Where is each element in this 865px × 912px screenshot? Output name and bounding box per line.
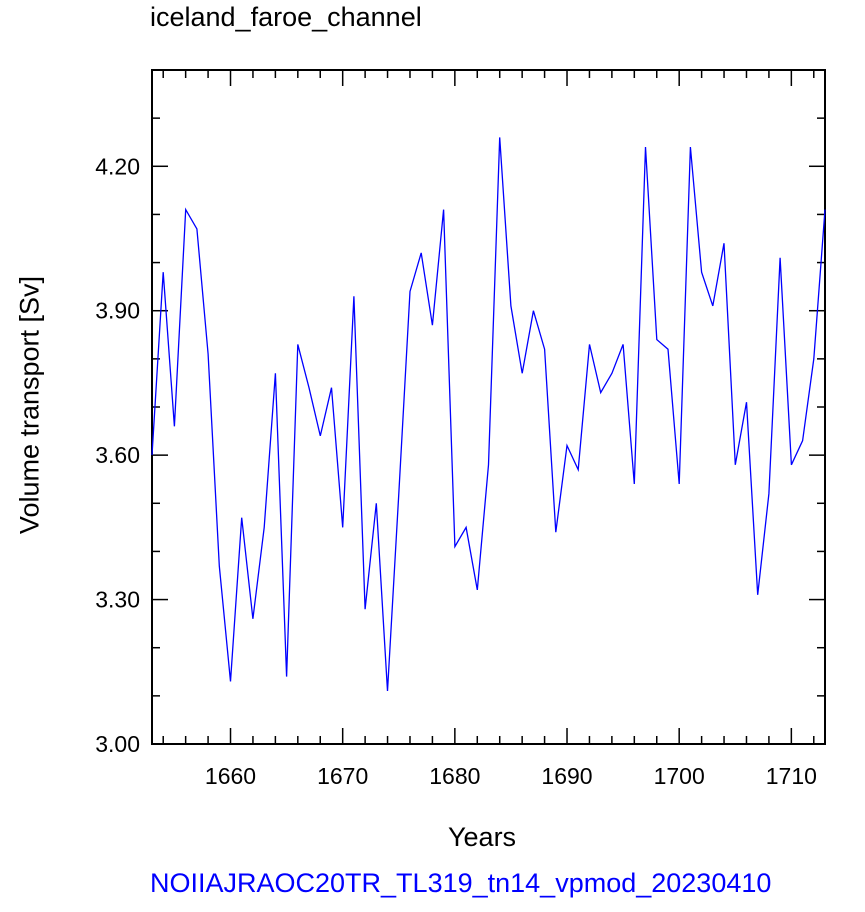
series-line <box>151 137 826 692</box>
y-tick-label: 3.30 <box>95 587 140 613</box>
y-axis-label: Volume transport [Sv] <box>14 275 45 535</box>
x-tick-label: 1700 <box>654 763 705 789</box>
x-axis-label: Years <box>448 822 517 852</box>
plot-frame <box>151 69 826 745</box>
chart-title: iceland_faroe_channel <box>150 2 422 32</box>
model-caption: NOIIAJRAOC20TR_TL319_tn14_vpmod_20230410 <box>150 868 772 898</box>
tick-labels: 1660 1670 1680 1690 1700 1710 3.00 3.30 3.60 3.90… <box>95 153 817 789</box>
y-tick-label: 3.00 <box>95 731 140 757</box>
y-tick-label: 4.20 <box>95 153 140 179</box>
axis-ticks <box>152 70 825 745</box>
x-tick-label: 1710 <box>766 763 817 789</box>
x-tick-label: 1690 <box>541 763 592 789</box>
x-tick-label: 1660 <box>205 763 256 789</box>
x-tick-label: 1670 <box>317 763 368 789</box>
y-tick-label: 3.90 <box>95 298 140 324</box>
y-tick-label: 3.60 <box>95 442 140 468</box>
x-tick-label: 1680 <box>429 763 480 789</box>
